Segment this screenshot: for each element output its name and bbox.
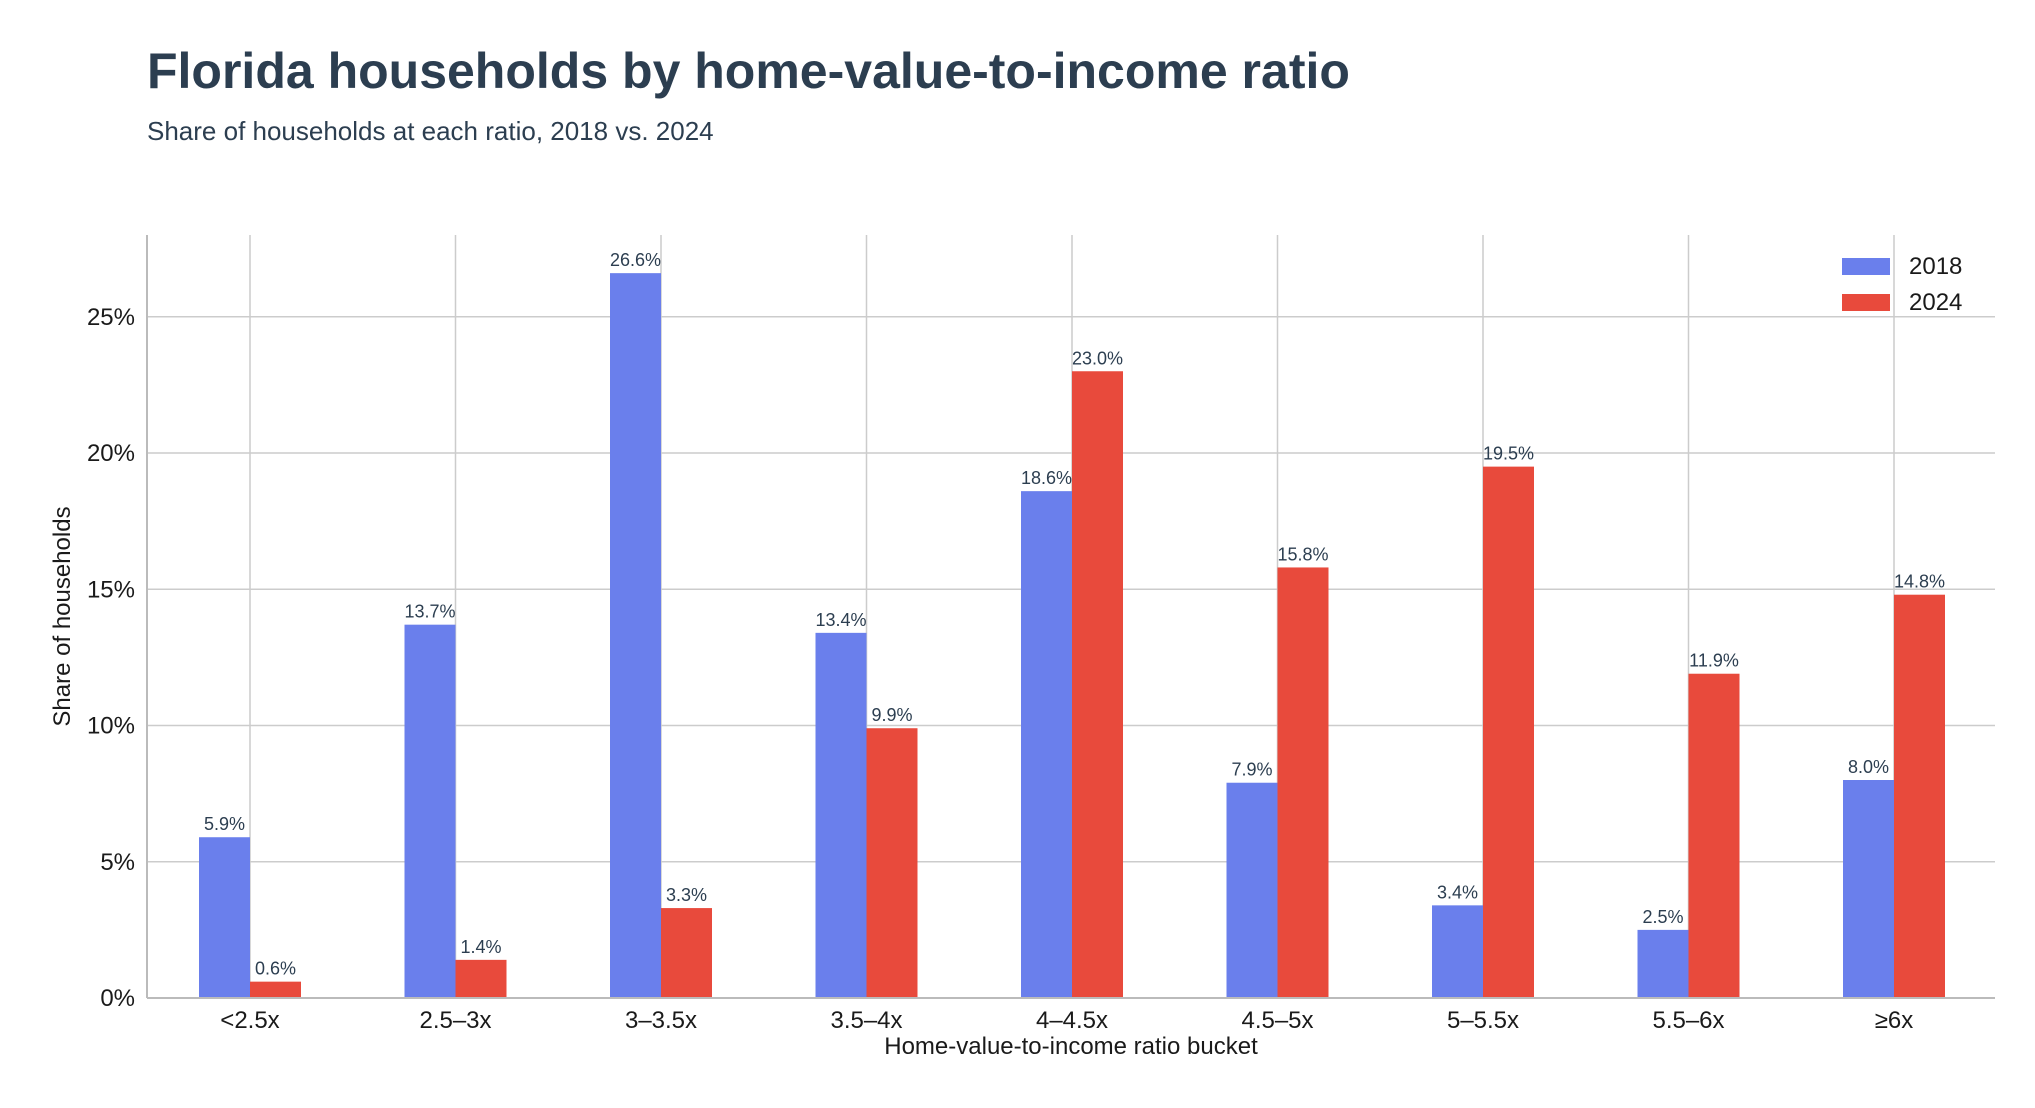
data-label: 8.0%	[1848, 757, 1889, 777]
y-tick-label: 15%	[87, 576, 135, 603]
data-label: 14.8%	[1894, 572, 1945, 592]
data-label: 7.9%	[1231, 760, 1272, 780]
x-tick-label: 4–4.5x	[1036, 1007, 1108, 1034]
bar-2024	[1483, 466, 1534, 998]
data-label: 26.6%	[610, 250, 661, 270]
axes: 0% 5% 10% 15% 20% 25% <2.5x 2.5–3x 3–3.5x 3.5–4x 4…	[87, 235, 1995, 1034]
y-tick-label: 10%	[87, 713, 135, 740]
x-tick-label: <2.5x	[220, 1007, 279, 1034]
data-label: 19.5%	[1483, 444, 1534, 464]
bar-2024	[661, 908, 712, 998]
x-tick-label: ≥6x	[1875, 1007, 1914, 1034]
bar-2024	[866, 728, 918, 998]
bar-2024	[1894, 594, 1945, 998]
x-tick-label: 3–3.5x	[625, 1007, 697, 1034]
data-label: 9.9%	[871, 705, 912, 725]
data-label: 13.7%	[404, 602, 455, 622]
y-tick-label: 0%	[100, 985, 135, 1012]
bar-2024	[250, 981, 301, 998]
y-axis-label: Share of households	[49, 506, 76, 726]
x-tick-label: 5–5.5x	[1447, 1007, 1519, 1034]
legend-label: 2024	[1909, 289, 1962, 316]
data-label: 3.4%	[1437, 882, 1478, 902]
bar-2018	[1226, 782, 1278, 998]
data-label: 15.8%	[1277, 544, 1328, 564]
data-label: 3.3%	[666, 885, 707, 905]
data-label: 0.6%	[255, 959, 296, 979]
bar-2024	[1688, 673, 1740, 998]
data-label: 18.6%	[1021, 468, 1072, 488]
data-label: 2.5%	[1642, 907, 1683, 927]
data-label: 1.4%	[460, 937, 501, 957]
x-tick-label: 3.5–4x	[830, 1007, 902, 1034]
legend-label: 2018	[1909, 253, 1962, 280]
bar-2024	[1072, 371, 1123, 998]
legend: 2018 2024	[1842, 253, 1962, 316]
legend-swatch	[1842, 294, 1890, 311]
legend-swatch	[1842, 258, 1890, 275]
x-tick-label: 5.5–6x	[1652, 1007, 1724, 1034]
bar-2018	[610, 273, 661, 998]
bar-2024	[455, 959, 507, 998]
bars	[199, 273, 1945, 998]
bar-2018	[1843, 780, 1894, 998]
y-tick-label: 20%	[87, 440, 135, 467]
chart-title: Florida households by home-value-to-inco…	[147, 43, 1350, 99]
x-tick-label: 2.5–3x	[419, 1007, 491, 1034]
x-axis-label: Home-value-to-income ratio bucket	[884, 1033, 1258, 1060]
bar-2018	[199, 837, 250, 998]
data-labels: 5.9% 13.7% 26.6% 13.4% 18.6% 7.9% 3.4% 2.5% 8.0%…	[204, 250, 1945, 979]
data-label: 11.9%	[1689, 651, 1739, 671]
y-tick-label: 25%	[87, 304, 135, 331]
bar-2018	[1021, 491, 1072, 998]
data-label: 5.9%	[204, 814, 245, 834]
data-label: 13.4%	[815, 610, 866, 630]
bar-2018	[815, 632, 867, 998]
bar-2018	[404, 624, 456, 998]
bar-2018	[1637, 929, 1689, 998]
chart-subtitle: Share of households at each ratio, 2018 …	[147, 116, 714, 146]
bar-2024	[1277, 567, 1329, 998]
data-label: 23.0%	[1072, 348, 1123, 368]
y-tick-label: 5%	[100, 849, 135, 876]
x-tick-label: 4.5–5x	[1241, 1007, 1313, 1034]
bar-2018	[1432, 905, 1483, 998]
